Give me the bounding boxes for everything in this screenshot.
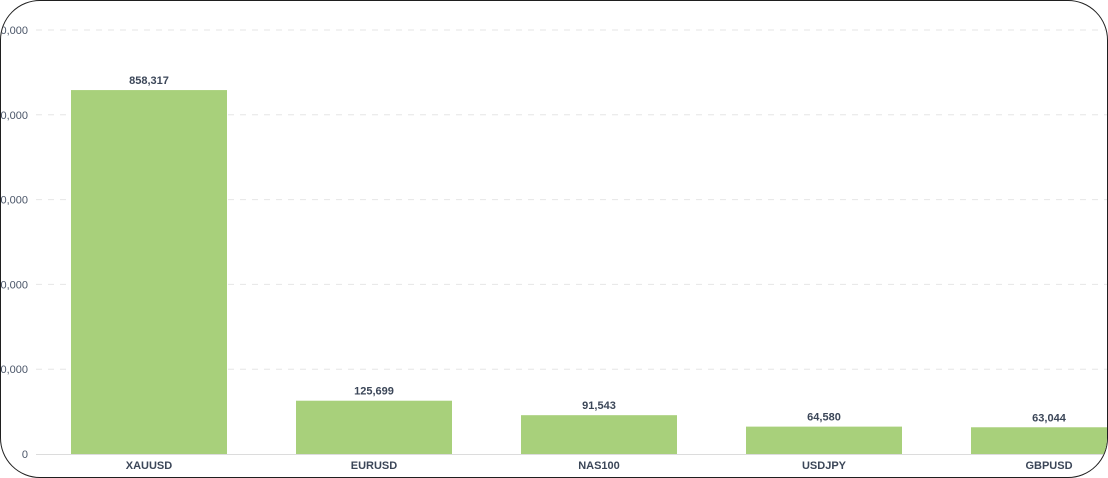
bar-eurusd[interactable] — [296, 400, 452, 454]
y-tick-label-4: 0,000 — [1, 110, 28, 122]
x-axis-labels: XAUUSD EURUSD NAS100 USDJPY GBPUSD — [126, 460, 1073, 472]
x-tick-label-usdjpy: USDJPY — [802, 460, 847, 472]
y-tick-label-3: 0,000 — [1, 195, 28, 207]
bar-gbpusd[interactable] — [971, 427, 1108, 454]
y-tick-label-0: 0 — [22, 449, 28, 461]
value-label-nas100: 91,543 — [582, 400, 616, 412]
bars — [71, 90, 1108, 454]
bar-xauusd[interactable] — [71, 90, 227, 454]
bar-usdjpy[interactable] — [746, 426, 902, 454]
x-tick-label-nas100: NAS100 — [578, 460, 620, 472]
value-label-usdjpy: 64,580 — [807, 412, 841, 424]
x-tick-label-xauusd: XAUUSD — [126, 460, 173, 472]
value-label-xauusd: 858,317 — [129, 75, 169, 87]
value-label-gbpusd: 63,044 — [1032, 412, 1067, 424]
y-axis-ticks: 0 0,000 0,000 0,000 0,000 0,000 — [1, 25, 28, 461]
grid-lines — [36, 29, 1107, 455]
y-tick-label-5: 0,000 — [1, 25, 28, 37]
x-tick-label-gbpusd: GBPUSD — [1025, 460, 1072, 472]
y-tick-label-1: 0,000 — [1, 364, 28, 376]
y-tick-label-2: 0,000 — [1, 279, 28, 291]
bar-nas100[interactable] — [521, 415, 677, 454]
x-tick-label-eurusd: EURUSD — [351, 460, 398, 472]
value-label-eurusd: 125,699 — [354, 386, 394, 398]
value-labels: 858,317 125,699 91,543 64,580 63,044 — [129, 75, 1067, 424]
